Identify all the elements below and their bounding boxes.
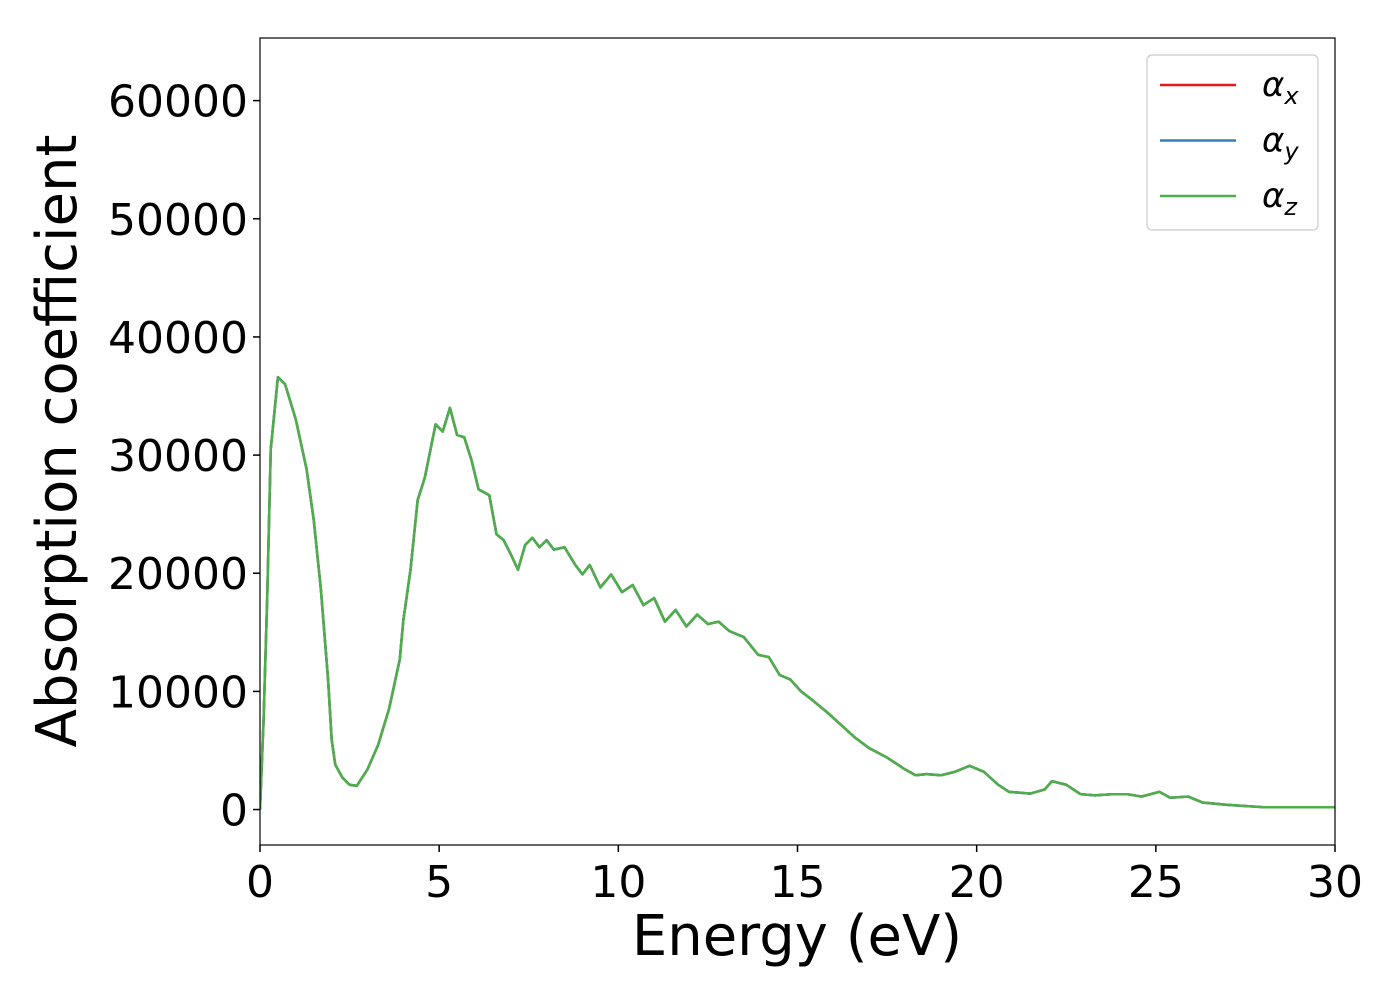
x-tick-label: 20: [949, 857, 1005, 908]
series-line: [260, 375, 1335, 810]
legend-box: [1146, 54, 1319, 231]
y-tick-label: 60000: [108, 77, 248, 128]
y-tick-label: 40000: [108, 313, 248, 364]
plot-frame: [259, 37, 1336, 846]
y-axis-label: Absorption coefficient: [25, 135, 90, 748]
y-tick-label: 50000: [108, 195, 248, 246]
x-axis-label: Energy (eV): [632, 904, 962, 969]
x-tick-label: 15: [770, 857, 826, 908]
x-tick-label: 0: [246, 857, 274, 908]
y-tick-label: 20000: [108, 549, 248, 600]
y-tick-label: 0: [220, 786, 248, 837]
y-tick-label: 30000: [108, 431, 248, 482]
x-tick-label: 25: [1128, 857, 1184, 908]
legend-label: αy: [1262, 121, 1299, 166]
y-tick-label: 10000: [108, 667, 248, 718]
legend-label: αz: [1262, 176, 1298, 221]
legend-label: αx: [1262, 65, 1299, 110]
x-tick-label: 30: [1307, 857, 1363, 908]
x-tick-label: 5: [425, 857, 453, 908]
x-tick-label: 10: [590, 857, 646, 908]
